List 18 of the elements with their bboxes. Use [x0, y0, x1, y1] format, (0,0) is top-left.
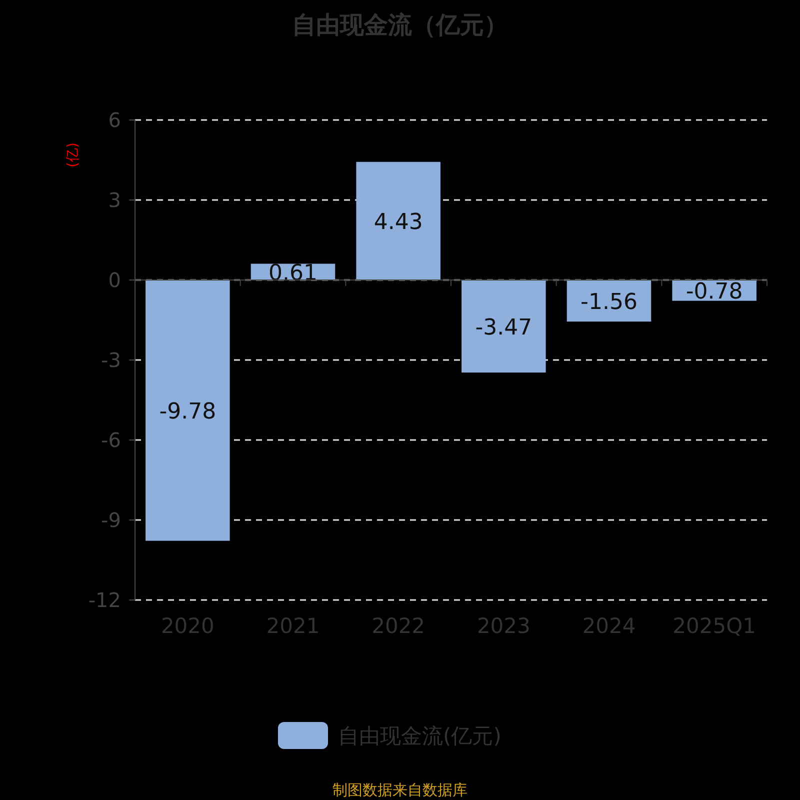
bar: [146, 280, 230, 541]
y-tick-label: -9: [101, 508, 121, 532]
data-label: -0.78: [686, 279, 743, 304]
bar: [462, 280, 546, 373]
bar: [566, 280, 652, 322]
data-label: 4.43: [374, 210, 423, 235]
y-tick-label: 6: [108, 108, 121, 132]
y-tick-label: 0: [108, 268, 121, 292]
data-label: -3.47: [475, 315, 532, 340]
data-label: -9.78: [159, 399, 216, 424]
y-tick-label: -6: [101, 428, 121, 452]
data-label: -1.56: [580, 290, 638, 315]
text: 制图数据来自数据库: [332, 781, 468, 799]
y-axis-title: (亿): [65, 142, 81, 168]
y-tick-label: 3: [108, 188, 121, 212]
bar: [356, 162, 440, 280]
y-tick-label: -12: [88, 588, 121, 612]
y-tick-label: -3: [101, 348, 121, 372]
